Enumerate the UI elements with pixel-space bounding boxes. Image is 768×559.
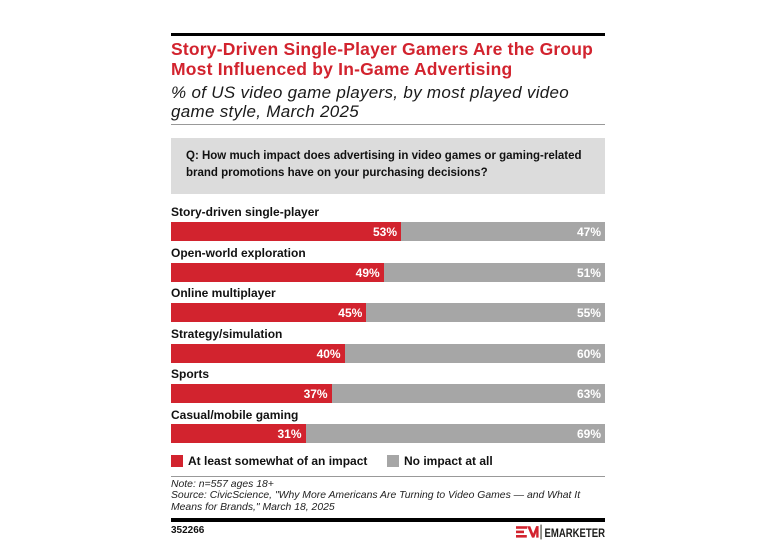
svg-text:EMARKETER: EMARKETER xyxy=(545,526,606,540)
